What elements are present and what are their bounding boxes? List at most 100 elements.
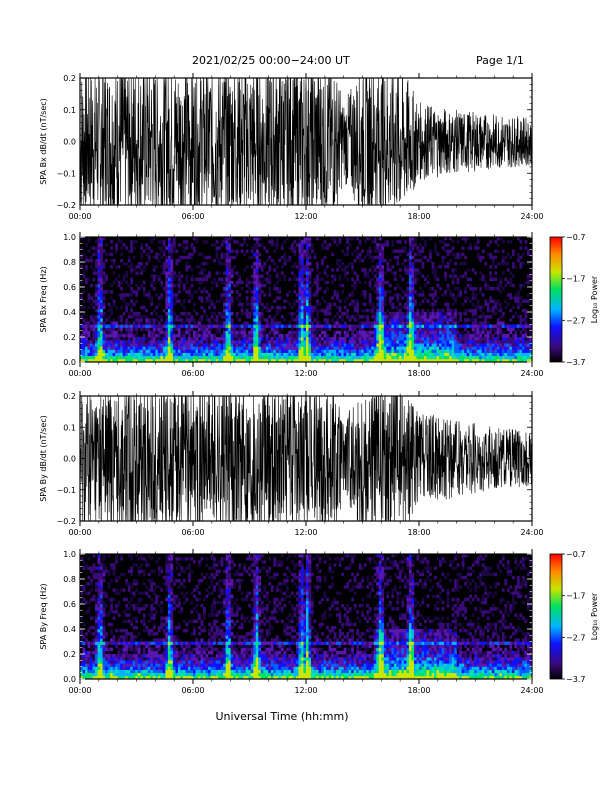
spectrogram-cell xyxy=(300,324,304,328)
spectrogram-cell xyxy=(303,283,307,288)
spectrogram-cell xyxy=(115,669,118,674)
spectrogram-cell xyxy=(298,280,302,285)
spectrogram-cell xyxy=(290,333,294,338)
spectrogram-cell xyxy=(167,302,171,307)
spectrogram-cell xyxy=(155,343,159,347)
spectrogram-cell xyxy=(97,629,101,633)
spectrogram-cell xyxy=(446,358,450,363)
spectrogram-cell xyxy=(275,274,279,278)
spectrogram-cell xyxy=(92,638,96,642)
spectrogram-cell xyxy=(150,333,154,338)
spectrogram-cell xyxy=(481,274,485,278)
spectrogram-cell xyxy=(125,274,129,278)
spectrogram-cell xyxy=(363,280,367,285)
spectrogram-cell xyxy=(293,355,297,360)
spectrogram-cell xyxy=(506,262,510,266)
spectrogram-cell xyxy=(125,330,129,335)
spectrogram-cell xyxy=(441,330,445,335)
spectrogram-cell xyxy=(250,302,254,307)
spectrogram-cell xyxy=(381,337,385,341)
spectrogram-cell xyxy=(401,343,405,347)
spectrogram-cell xyxy=(381,305,385,310)
spectrogram-cell xyxy=(270,343,274,347)
spectrogram-cell xyxy=(82,330,86,335)
spectrogram-cell xyxy=(474,352,478,357)
spectrogram-cell xyxy=(205,318,209,322)
spectrogram-cell xyxy=(466,330,470,335)
spectrogram-cell xyxy=(275,287,279,291)
spectrogram-cell xyxy=(398,343,402,347)
spectrogram-cell xyxy=(250,333,254,338)
spectrogram-cell xyxy=(351,283,355,288)
spectrogram-cell xyxy=(195,355,199,360)
spectrogram-cell xyxy=(278,324,282,328)
spectrogram-cell xyxy=(167,349,171,353)
spectrogram-cell xyxy=(351,340,355,344)
spectrogram-cell xyxy=(371,333,375,338)
spectrogram-cell xyxy=(300,330,304,335)
spectrogram-cell xyxy=(210,333,214,338)
spectrogram-cell xyxy=(275,324,279,328)
spectrogram-cell xyxy=(431,355,435,360)
spectrogram-cell xyxy=(479,346,483,350)
spectrogram-cell xyxy=(240,308,244,313)
spectrogram-cell xyxy=(150,355,154,360)
spectrogram-cell xyxy=(177,355,181,360)
spectrogram-cell xyxy=(240,343,244,347)
spectrogram-cell xyxy=(464,324,468,328)
spectrogram-cell xyxy=(461,312,465,316)
spectrogram-cell xyxy=(316,340,319,344)
spectrogram-cell xyxy=(182,240,186,244)
spectrogram-cell xyxy=(341,283,344,288)
spectrogram-cell xyxy=(80,346,83,350)
spectrogram-cell xyxy=(383,302,387,307)
spectrogram-cell xyxy=(228,327,231,332)
spectrogram-cell xyxy=(225,355,229,360)
spectrogram-cell xyxy=(110,252,113,257)
spectrogram-cell xyxy=(112,280,116,285)
spectrogram-cell xyxy=(100,600,103,605)
spectrogram-cell xyxy=(117,237,121,241)
spectrogram-cell xyxy=(253,343,257,347)
spectrogram-cell xyxy=(213,346,216,350)
spectrogram-cell xyxy=(461,237,465,241)
spectrogram-cell xyxy=(253,287,257,291)
spectrogram-cell xyxy=(213,324,216,328)
spectrogram-cell xyxy=(210,299,214,303)
spectrogram-cell xyxy=(391,349,395,353)
spectrogram-cell xyxy=(436,265,440,269)
spectrogram-cell xyxy=(100,352,103,357)
spectrogram-cell xyxy=(496,287,500,291)
spectrogram-cell xyxy=(198,333,201,338)
spectrogram-cell xyxy=(120,315,123,319)
x-tick-label: 06:00 xyxy=(181,369,204,378)
spectrogram-cell xyxy=(95,607,98,611)
spectrogram-cell xyxy=(177,280,181,285)
spectrogram-cell xyxy=(368,327,372,332)
spectrogram-cell xyxy=(150,330,154,335)
spectrogram-cell xyxy=(326,302,329,307)
spectrogram-cell xyxy=(190,277,194,282)
spectrogram-cell xyxy=(95,352,98,357)
spectrogram-cell xyxy=(481,249,485,253)
spectrogram-cell xyxy=(491,299,495,303)
spectrogram-cell xyxy=(464,290,468,294)
spectrogram-cell xyxy=(386,327,390,332)
spectrogram-cell xyxy=(449,352,452,357)
spectrogram-cell xyxy=(290,305,294,310)
spectrogram-cell xyxy=(100,268,103,272)
spectrogram-cell xyxy=(529,271,533,275)
spectrogram-cell xyxy=(273,249,277,253)
spectrogram-cell xyxy=(429,237,432,241)
spectrogram-cell xyxy=(381,249,385,253)
spectrogram-cell xyxy=(90,343,93,347)
spectrogram-cell xyxy=(225,274,229,278)
spectrogram-cell xyxy=(150,346,154,350)
spectrogram-cell xyxy=(306,299,309,303)
spectrogram-cell xyxy=(411,302,415,307)
spectrogram-cell xyxy=(243,312,247,316)
spectrogram-cell xyxy=(130,327,134,332)
spectrogram-cell xyxy=(132,290,136,294)
spectrogram-cell xyxy=(303,293,307,297)
spectrogram-cell xyxy=(313,255,317,260)
